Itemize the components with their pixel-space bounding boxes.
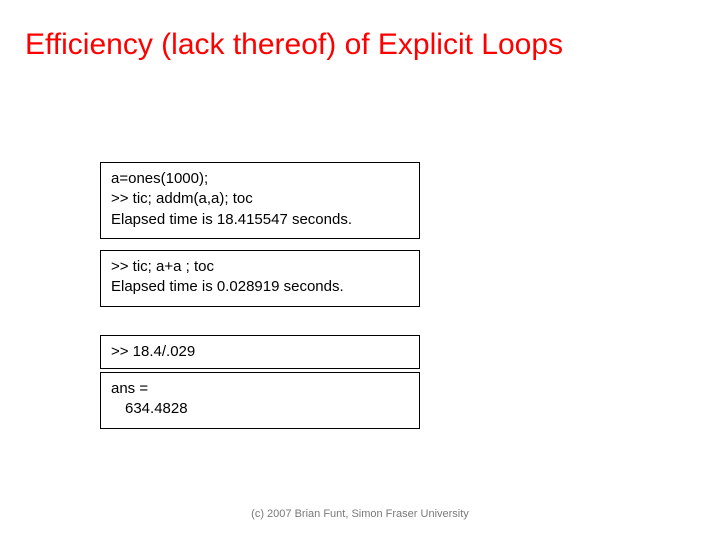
code-box-3: >> 18.4/.029 [100,335,420,369]
code-line: >> tic; a+a ; toc [111,257,409,277]
slide-title: Efficiency (lack thereof) of Explicit Lo… [25,28,695,63]
code-line: ans = [111,379,409,399]
code-line: Elapsed time is 18.415547 seconds. [111,210,409,230]
code-line: 634.4828 [111,399,409,419]
footer-text: (c) 2007 Brian Funt, Simon Fraser Univer… [0,508,720,520]
slide: Efficiency (lack thereof) of Explicit Lo… [0,0,720,540]
code-box-1: a=ones(1000); >> tic; addm(a,a); toc Ela… [100,162,420,239]
code-line: >> tic; addm(a,a); toc [111,189,409,209]
code-line: a=ones(1000); [111,169,409,189]
code-line: >> 18.4/.029 [111,342,409,362]
code-box-2: >> tic; a+a ; toc Elapsed time is 0.0289… [100,250,420,307]
code-line: Elapsed time is 0.028919 seconds. [111,277,409,297]
code-box-4: ans = 634.4828 [100,372,420,429]
